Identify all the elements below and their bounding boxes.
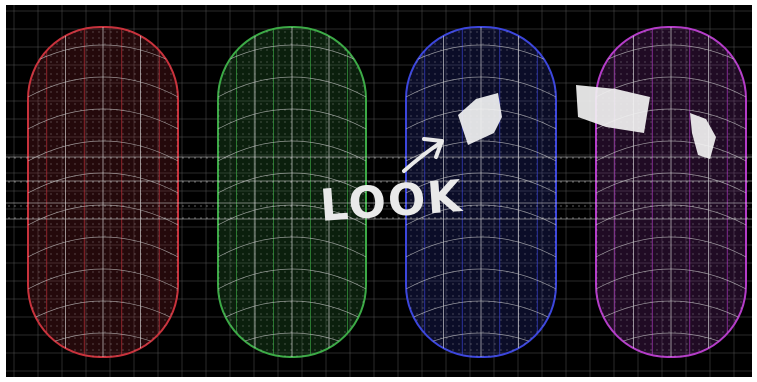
highlight-patches	[458, 85, 716, 159]
purple-capsule	[595, 26, 747, 358]
highlight-patch-1	[458, 93, 502, 145]
highlight-patch-2	[576, 85, 650, 133]
equator-bands	[6, 155, 752, 221]
look-annotation: LOOK	[318, 137, 465, 232]
wireframe-canvas: LOOK	[6, 5, 752, 377]
arrow-head-icon	[422, 137, 444, 159]
red-capsule	[27, 26, 179, 358]
arrow-icon	[402, 141, 442, 173]
capsule-group	[27, 26, 747, 358]
blue-capsule	[405, 26, 557, 358]
panorama-wireframe-view: LOOK	[6, 5, 752, 377]
look-label: LOOK	[318, 171, 465, 232]
green-capsule	[217, 26, 367, 358]
highlight-patch-3	[690, 113, 716, 159]
